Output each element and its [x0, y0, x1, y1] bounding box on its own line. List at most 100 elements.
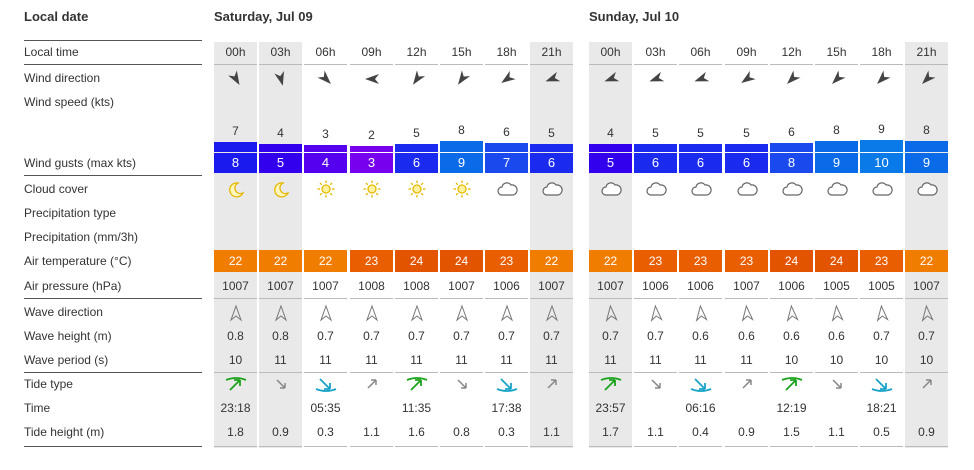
cell-divider — [589, 372, 632, 373]
wave-height-value: 0.6 — [692, 329, 709, 343]
wave-period-value: 10 — [919, 353, 934, 367]
air-temperature-value: 23 — [350, 250, 393, 272]
tide-time-value: 18:21 — [866, 401, 897, 415]
wind-direction-arrow-icon — [876, 70, 890, 84]
tide-height-value: 0.9 — [918, 425, 935, 439]
air-pressure-value: 1007 — [448, 279, 475, 293]
wave-direction-arrow-icon — [319, 304, 332, 322]
cell-divider — [770, 446, 813, 447]
cell-divider — [725, 372, 768, 373]
air-temperature-value: 23 — [679, 250, 722, 272]
wind-speed-bar — [679, 143, 722, 152]
cell-divider — [304, 446, 347, 447]
wind-direction-arrow-icon — [227, 70, 239, 86]
wind-direction-arrow-icon — [500, 70, 516, 84]
wave-height-value: 0.7 — [602, 329, 619, 343]
wave-direction-arrow-icon — [229, 304, 242, 322]
cell-divider — [589, 298, 632, 299]
wave-period-value: 11 — [365, 353, 378, 367]
wind-speed-bar — [485, 142, 528, 152]
wind-gust-value: 6 — [530, 153, 573, 173]
wind-gust-value: 6 — [395, 153, 438, 173]
air-temperature-value: 22 — [214, 250, 257, 272]
hour-label: 18h — [871, 45, 892, 59]
tide-rising-icon — [546, 379, 557, 389]
wind-gust-value: 7 — [485, 153, 528, 173]
wind-speed-bar — [770, 142, 813, 152]
tide-low-icon — [496, 378, 517, 392]
air-pressure-value: 1008 — [403, 279, 430, 293]
wave-direction-arrow-icon — [876, 304, 889, 322]
wind-speed-value: 5 — [548, 125, 555, 140]
tide-height-value: 0.4 — [692, 425, 709, 439]
air-temperature-value: 23 — [485, 250, 528, 272]
precipitation-type-label: Precipitation type — [24, 206, 117, 220]
sun-icon — [363, 180, 380, 198]
day-title: Sunday, Jul 10 — [589, 9, 680, 24]
air-pressure-value: 1006 — [642, 279, 669, 293]
wave-height-value: 0.8 — [272, 329, 289, 343]
air-pressure-value: 1007 — [597, 279, 624, 293]
wave-period-value: 11 — [455, 353, 468, 367]
wind-gust-value: 5 — [589, 153, 632, 173]
tide-falling-icon — [275, 379, 286, 389]
air-pressure-value: 1006 — [493, 279, 520, 293]
wave-height-value: 0.7 — [918, 329, 935, 343]
cell-divider — [214, 446, 257, 447]
wind-speed-bar — [530, 143, 573, 152]
tide-height-value: 0.3 — [498, 425, 515, 439]
air-pressure-value: 1007 — [733, 279, 760, 293]
cell-divider — [214, 372, 257, 373]
wave-height-value: 0.7 — [317, 329, 334, 343]
cell-divider — [725, 446, 768, 447]
wind-direction-arrow-icon — [457, 70, 470, 85]
tide-time-value: 23:18 — [220, 401, 251, 415]
tide-height-label: Tide height (m) — [24, 425, 105, 439]
wave-period-value: 11 — [319, 353, 332, 367]
tide-height-value: 0.8 — [453, 425, 470, 439]
cloud-icon — [541, 182, 563, 196]
wind-gust-value: 4 — [304, 153, 347, 173]
air-pressure-value: 1007 — [222, 279, 249, 293]
tide-time-value: 05:35 — [310, 401, 341, 415]
hour-label: 12h — [406, 45, 427, 59]
air-temperature-value: 23 — [860, 250, 903, 272]
air-pressure-value: 1007 — [913, 279, 940, 293]
wind-speed-value: 5 — [697, 125, 704, 140]
wind-direction-arrow-icon — [317, 70, 331, 84]
air-temperature-value: 24 — [440, 250, 483, 272]
air-pressure-value: 1006 — [687, 279, 714, 293]
day-title: Saturday, Jul 09 — [214, 9, 313, 24]
hour-label: 18h — [496, 45, 517, 59]
wave-height-value: 0.7 — [647, 329, 664, 343]
local-date-label: Local date — [24, 9, 89, 24]
wave-direction-arrow-icon — [365, 304, 378, 322]
wind-speed-value: 8 — [833, 122, 840, 137]
cloud-icon — [690, 182, 712, 196]
wave-direction-arrow-icon — [274, 304, 287, 322]
wave-period-value: 11 — [274, 353, 287, 367]
cell-divider — [679, 446, 722, 447]
hour-label: 03h — [270, 45, 291, 59]
wind-speed-bar — [214, 141, 257, 152]
wind-gust-value: 9 — [815, 153, 858, 173]
cell-divider — [589, 64, 632, 65]
wave-direction-arrow-icon — [455, 304, 468, 322]
wind-speed-value: 5 — [652, 125, 659, 140]
cloud-icon — [826, 182, 848, 196]
wave-period-value: 11 — [604, 353, 617, 367]
wind-speed-value: 6 — [788, 124, 795, 139]
sun-icon — [453, 180, 470, 198]
cell-divider — [860, 446, 903, 447]
cell-divider — [770, 298, 813, 299]
hour-label: 06h — [690, 45, 711, 59]
cell-divider — [440, 64, 483, 65]
hour-column — [259, 42, 302, 448]
wind-speed-value: 5 — [743, 125, 750, 140]
wave-height-value: 0.7 — [873, 329, 890, 343]
air-temperature-value: 24 — [815, 250, 858, 272]
cell-divider — [530, 446, 573, 447]
cell-divider — [530, 298, 573, 299]
cell-divider — [634, 446, 677, 447]
